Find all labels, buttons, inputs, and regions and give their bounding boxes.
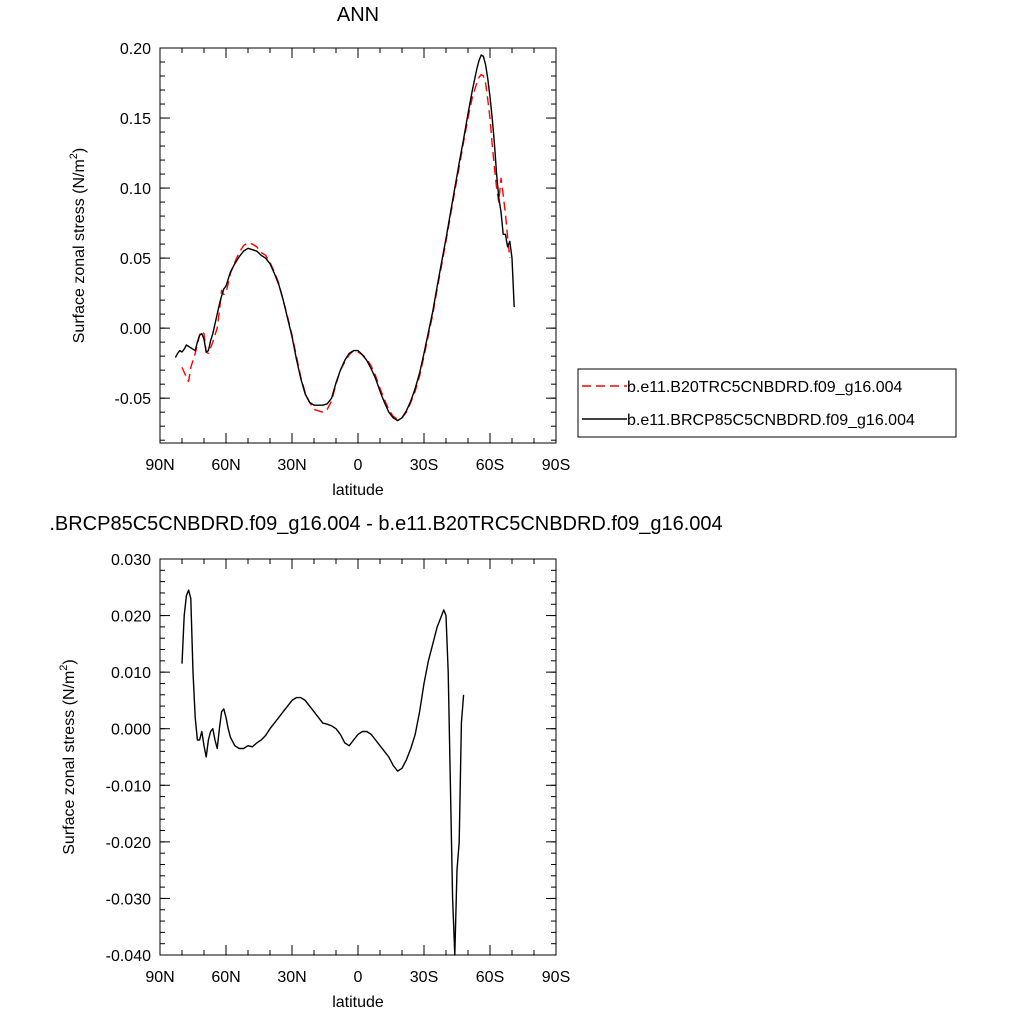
y-tick-label: 0.020 bbox=[111, 609, 151, 626]
legend-box bbox=[577, 368, 957, 438]
x-tick-label: 60N bbox=[211, 969, 240, 986]
x-axis-label: latitude bbox=[332, 994, 384, 1011]
y-tick-label: -0.020 bbox=[106, 835, 151, 852]
x-tick-label: 90N bbox=[145, 457, 174, 474]
y-tick-label: 0.030 bbox=[111, 552, 151, 569]
x-tick-label: 60S bbox=[476, 969, 504, 986]
y-tick-label: 0.10 bbox=[120, 181, 151, 198]
y-tick-label: 0.05 bbox=[120, 251, 151, 268]
y-tick-label: -0.010 bbox=[106, 778, 151, 795]
x-tick-label: 0 bbox=[354, 457, 363, 474]
x-tick-label: 60N bbox=[211, 457, 240, 474]
chart-title: .BRCP85C5CNBDRD.f09_g16.004 - b.e11.B20T… bbox=[49, 513, 722, 535]
x-tick-label: 0 bbox=[354, 969, 363, 986]
y-axis-label: Surface zonal stress (N/m2) bbox=[58, 659, 78, 855]
y-tick-label: 0.000 bbox=[111, 722, 151, 739]
series-line-1 bbox=[181, 73, 511, 420]
x-tick-label: 90S bbox=[542, 457, 570, 474]
y-tick-label: 0.20 bbox=[120, 41, 151, 58]
y-axis-label: Surface zonal stress (N/m2) bbox=[68, 148, 88, 344]
legend-label-1: b.e11.B20TRC5CNBDRD.f09_g16.004 bbox=[627, 379, 903, 396]
chart-title: ANN bbox=[337, 4, 379, 26]
chart-bottom: .BRCP85C5CNBDRD.f09_g16.004 - b.e11.B20T… bbox=[49, 513, 722, 1011]
y-tick-label: 0.15 bbox=[120, 111, 151, 128]
x-tick-label: 30S bbox=[410, 457, 438, 474]
y-tick-label: -0.030 bbox=[106, 891, 151, 908]
x-tick-label: 30N bbox=[277, 457, 306, 474]
plot-frame bbox=[159, 47, 557, 444]
x-tick-label: 90S bbox=[542, 969, 570, 986]
y-tick-label: -0.05 bbox=[115, 391, 152, 408]
x-tick-label: 90N bbox=[145, 969, 174, 986]
chart-top: ANN 90N 60N 30N 0 30S 60S 90S 0.20 0.15 0.10 0.05 0.… bbox=[68, 4, 957, 499]
y-tick-label: 0.00 bbox=[120, 321, 151, 338]
x-tick-label: 60S bbox=[476, 457, 504, 474]
series-line-1 bbox=[181, 589, 465, 956]
x-axis-label: latitude bbox=[332, 482, 384, 499]
plot-frame bbox=[159, 558, 557, 956]
legend-label-2: b.e11.BRCP85C5CNBDRD.f09_g16.004 bbox=[627, 412, 915, 429]
series-line-2 bbox=[174, 54, 515, 422]
x-tick-label: 30N bbox=[277, 969, 306, 986]
x-tick-label: 30S bbox=[410, 969, 438, 986]
y-tick-label: -0.040 bbox=[106, 948, 151, 965]
y-tick-label: 0.010 bbox=[111, 665, 151, 682]
